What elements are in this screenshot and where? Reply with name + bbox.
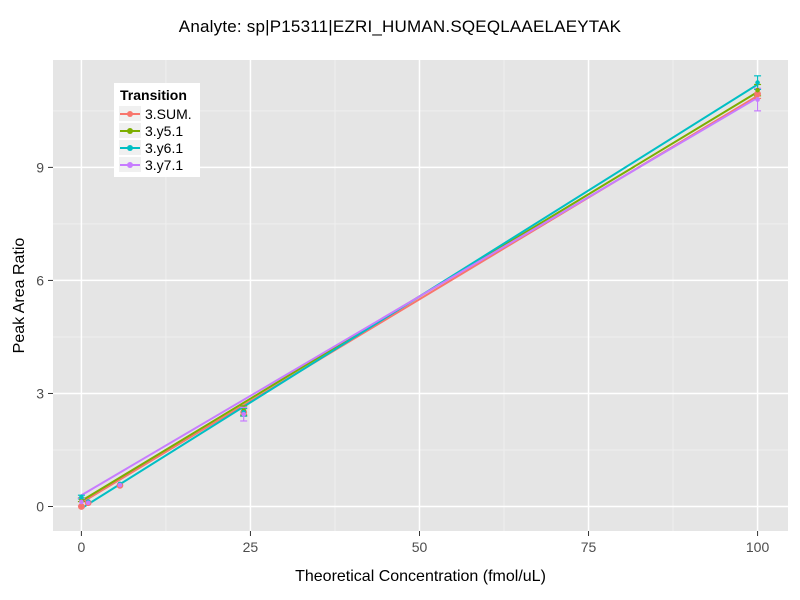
x-tick-label: 50 — [412, 539, 428, 555]
legend-key-line-dot-icon — [119, 157, 141, 172]
data-point — [79, 499, 84, 505]
legend-item: 3.y7.1 — [119, 156, 192, 173]
x-tick-label: 25 — [243, 539, 259, 555]
legend-key-line-dot-icon — [119, 123, 141, 138]
legend-key-line-dot-icon — [119, 140, 141, 155]
legend-title: Transition — [120, 87, 187, 103]
x-axis-label: Theoretical Concentration (fmol/uL) — [295, 568, 546, 585]
y-tick-label: 6 — [36, 272, 44, 288]
y-tick-label: 9 — [36, 159, 44, 175]
data-point — [79, 494, 84, 500]
x-tick-label: 75 — [581, 539, 597, 555]
data-point — [755, 87, 760, 93]
x-tick-label: 0 — [78, 539, 86, 555]
legend-item: 3.SUM. — [119, 105, 192, 122]
legend-item: 3.y6.1 — [119, 139, 192, 156]
y-axis-label: Peak Area Ratio — [11, 238, 28, 354]
data-point — [755, 97, 760, 102]
legend-item-label: 3.y5.1 — [145, 122, 184, 139]
chart-title: Analyte: sp|P15311|EZRI_HUMAN.SQEQLAAELA… — [178, 17, 622, 36]
data-point — [77, 503, 85, 510]
y-tick-label: 0 — [36, 499, 44, 515]
legend-key-line-dot-icon — [119, 106, 141, 121]
data-point — [85, 500, 91, 506]
legend-item: 3.y5.1 — [119, 122, 192, 139]
data-point — [117, 482, 123, 488]
legend-item-label: 3.y7.1 — [145, 156, 184, 173]
legend-item-label: 3.y6.1 — [145, 139, 184, 156]
y-tick-label: 3 — [36, 385, 44, 401]
data-point — [241, 411, 246, 417]
legend-item-label: 3.SUM. — [145, 105, 192, 122]
legend: Transition 3.SUM. 3.y5.1 3.y6.1 3.y7.1 — [114, 83, 200, 177]
trend-line — [80, 96, 759, 497]
data-point — [754, 90, 761, 98]
data-point — [755, 80, 760, 85]
x-tick-label: 100 — [746, 539, 770, 555]
